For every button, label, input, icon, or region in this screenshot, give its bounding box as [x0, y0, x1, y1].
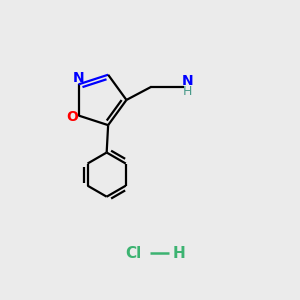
Text: O: O	[67, 110, 79, 124]
Text: Cl: Cl	[126, 246, 142, 261]
Text: H: H	[173, 246, 186, 261]
Text: N: N	[73, 71, 84, 85]
Text: H: H	[183, 85, 192, 98]
Text: N: N	[182, 74, 193, 88]
